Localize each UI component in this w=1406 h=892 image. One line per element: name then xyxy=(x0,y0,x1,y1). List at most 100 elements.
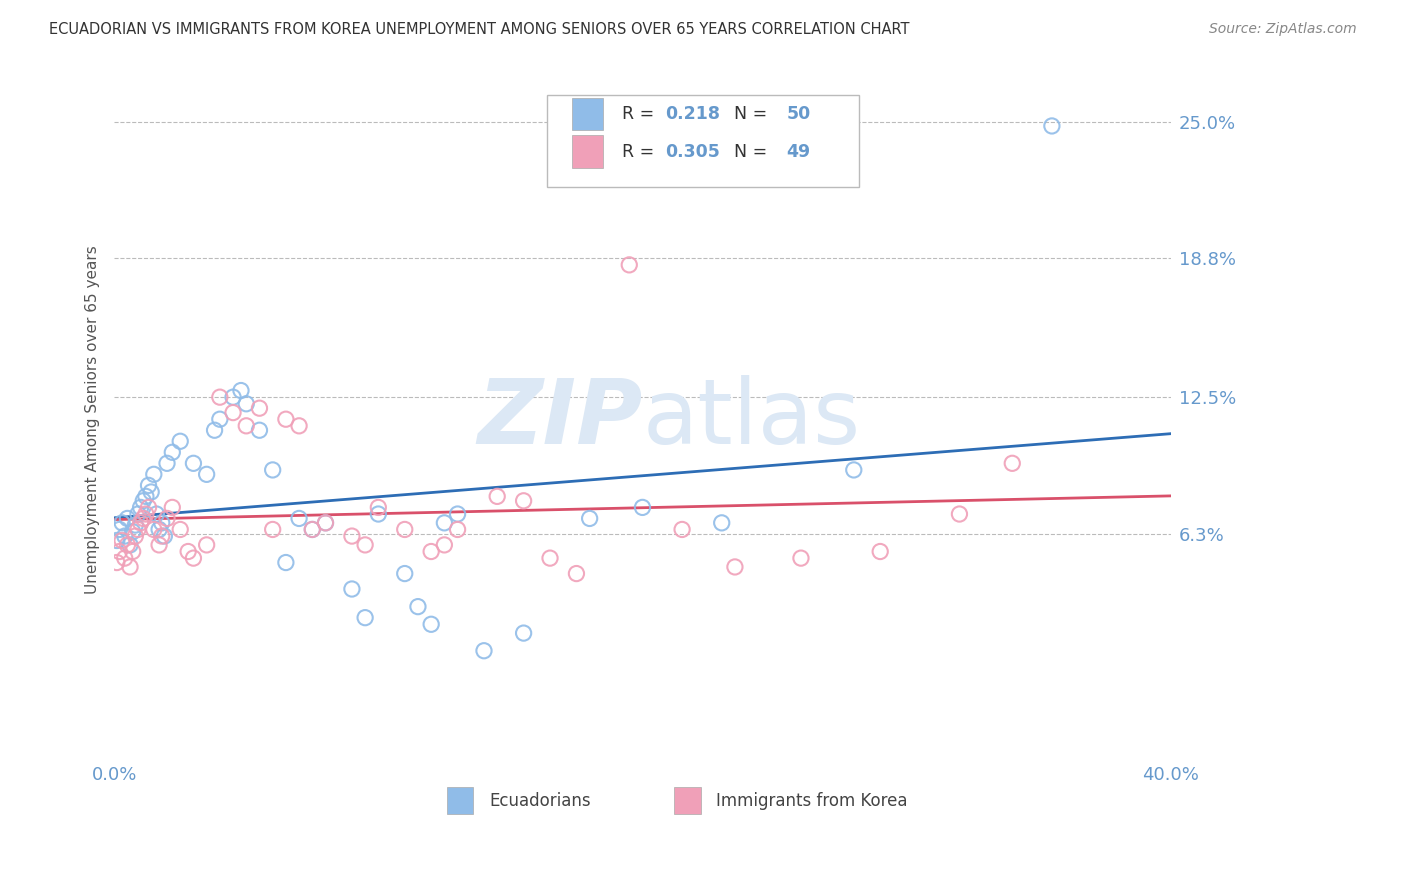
Point xyxy=(138,500,160,515)
Point xyxy=(195,467,218,482)
Point xyxy=(208,412,231,426)
FancyBboxPatch shape xyxy=(572,136,603,168)
Point xyxy=(150,529,173,543)
Point xyxy=(132,493,155,508)
Text: 0.305: 0.305 xyxy=(665,143,720,161)
Point xyxy=(394,566,416,581)
Point xyxy=(538,551,561,566)
Point xyxy=(420,617,443,632)
Text: Source: ZipAtlas.com: Source: ZipAtlas.com xyxy=(1209,22,1357,37)
Point xyxy=(156,456,179,470)
Text: R =: R = xyxy=(623,105,661,123)
Point xyxy=(446,523,468,537)
Point xyxy=(301,523,323,537)
Point xyxy=(162,445,184,459)
Point xyxy=(118,538,141,552)
Point xyxy=(208,390,231,404)
Point xyxy=(169,523,191,537)
Point xyxy=(111,516,134,530)
Point xyxy=(235,418,257,433)
Point xyxy=(869,544,891,558)
Point xyxy=(127,507,149,521)
Point xyxy=(222,406,245,420)
Point xyxy=(565,566,588,581)
Point xyxy=(121,544,143,558)
Point xyxy=(433,516,456,530)
Point xyxy=(315,516,337,530)
Point xyxy=(619,258,641,272)
Point xyxy=(117,511,139,525)
Point xyxy=(141,485,163,500)
Point xyxy=(724,560,747,574)
Point xyxy=(129,500,152,515)
Point xyxy=(124,518,146,533)
FancyBboxPatch shape xyxy=(572,97,603,130)
Point xyxy=(169,434,191,449)
Text: N =: N = xyxy=(723,143,772,161)
Text: ZIP: ZIP xyxy=(477,376,643,463)
Y-axis label: Unemployment Among Seniors over 65 years: Unemployment Among Seniors over 65 years xyxy=(86,244,100,593)
Point xyxy=(108,523,131,537)
Point xyxy=(177,544,200,558)
Text: ECUADORIAN VS IMMIGRANTS FROM KOREA UNEMPLOYMENT AMONG SENIORS OVER 65 YEARS COR: ECUADORIAN VS IMMIGRANTS FROM KOREA UNEM… xyxy=(49,22,910,37)
Point xyxy=(142,523,165,537)
Point xyxy=(710,516,733,530)
Point xyxy=(108,544,131,558)
Point xyxy=(301,523,323,537)
Point xyxy=(274,412,297,426)
Point xyxy=(420,544,443,558)
Point xyxy=(671,523,693,537)
Point xyxy=(367,500,389,515)
Text: 49: 49 xyxy=(786,143,810,161)
Point xyxy=(124,529,146,543)
Point xyxy=(222,390,245,404)
Point xyxy=(111,533,134,548)
Point xyxy=(446,507,468,521)
Point xyxy=(1040,119,1063,133)
Point xyxy=(105,556,128,570)
Point xyxy=(340,529,363,543)
Point xyxy=(117,538,139,552)
Text: R =: R = xyxy=(623,143,661,161)
Point xyxy=(114,529,136,543)
Point xyxy=(195,538,218,552)
Text: 50: 50 xyxy=(786,105,810,123)
Point xyxy=(183,456,205,470)
Point xyxy=(235,397,257,411)
Point xyxy=(790,551,813,566)
Point xyxy=(288,418,311,433)
Point xyxy=(288,511,311,525)
Point xyxy=(135,507,157,521)
Point xyxy=(1001,456,1024,470)
Point xyxy=(135,489,157,503)
Point xyxy=(121,524,143,539)
Point xyxy=(315,516,337,530)
Point xyxy=(354,538,377,552)
Point xyxy=(340,582,363,596)
Text: atlas: atlas xyxy=(643,376,860,463)
Point xyxy=(118,560,141,574)
Point xyxy=(512,626,534,640)
Point xyxy=(229,384,252,398)
Point xyxy=(148,538,170,552)
FancyBboxPatch shape xyxy=(447,787,474,814)
Point xyxy=(354,610,377,624)
Point xyxy=(105,533,128,548)
Point xyxy=(433,538,456,552)
Point xyxy=(150,516,173,530)
Point xyxy=(204,423,226,437)
Point xyxy=(138,478,160,492)
Point xyxy=(578,511,600,525)
Text: Ecuadorians: Ecuadorians xyxy=(489,791,591,810)
Point xyxy=(114,551,136,566)
Point xyxy=(512,493,534,508)
Point xyxy=(948,507,970,521)
Point xyxy=(842,463,865,477)
Point xyxy=(406,599,429,614)
Point xyxy=(249,401,271,416)
Point xyxy=(132,511,155,525)
Point xyxy=(145,507,167,521)
Point xyxy=(129,516,152,530)
Point xyxy=(486,489,509,503)
Point xyxy=(394,523,416,537)
